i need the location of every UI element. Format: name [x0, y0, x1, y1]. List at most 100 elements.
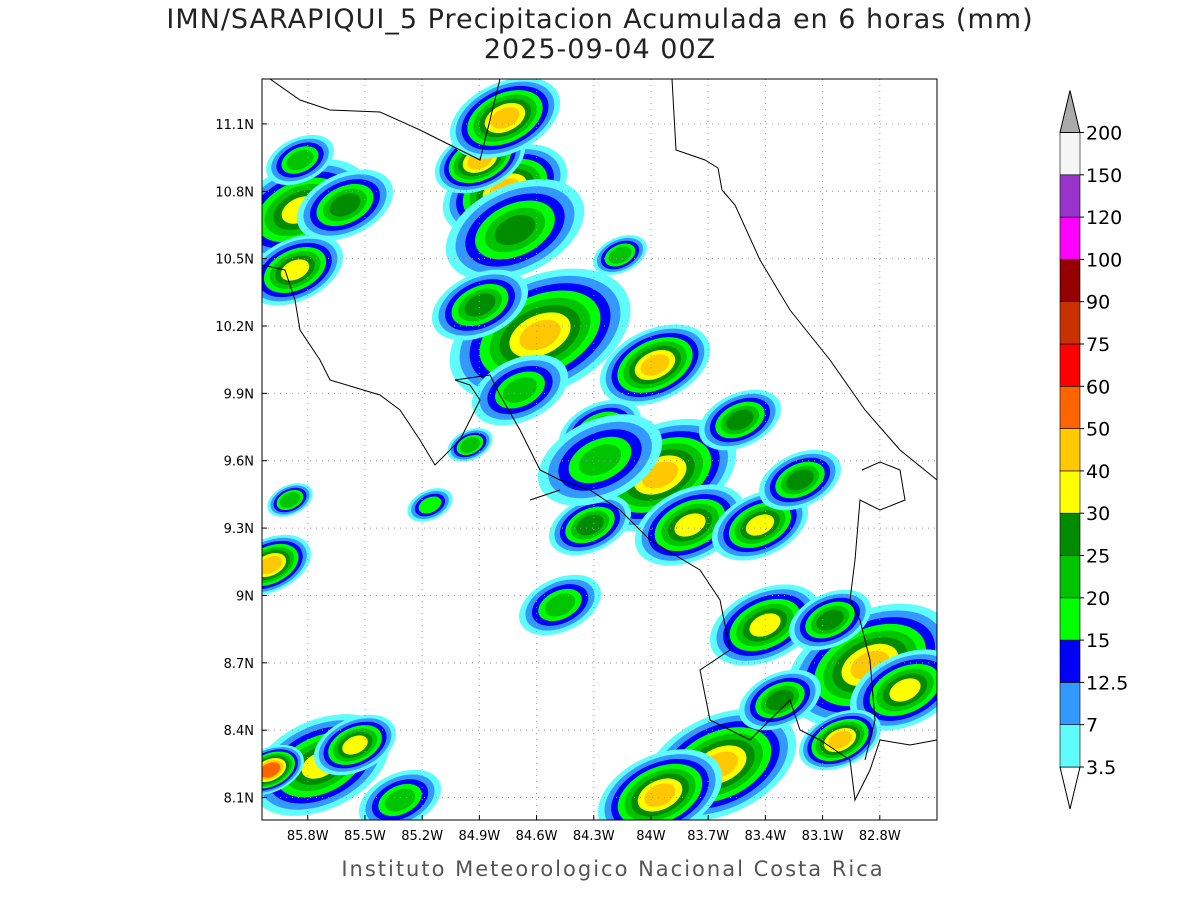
y-tick-label: 8.4N	[224, 724, 254, 739]
y-tick-label: 10.5N	[215, 253, 254, 268]
rain-contour	[745, 514, 775, 536]
y-tick-label: 9N	[236, 589, 254, 604]
colorbar-label: 7	[1086, 715, 1098, 737]
colorbar-swatch	[1059, 132, 1081, 176]
caribbean-coast	[671, 79, 937, 481]
rain-cell	[266, 134, 334, 186]
x-tick-label: 84W	[636, 829, 666, 844]
colorbar-swatch	[1059, 639, 1081, 683]
rain-cell	[449, 79, 561, 159]
rain-contour	[262, 556, 282, 574]
rain-contour	[640, 354, 670, 376]
rain-cell	[519, 574, 601, 636]
colorbar-label: 60	[1086, 376, 1110, 398]
rain-cell	[471, 354, 569, 426]
rain-cell	[549, 494, 631, 556]
colorbar-label: 100	[1086, 249, 1122, 271]
colorbar-swatch	[1059, 174, 1081, 218]
rain-cell	[445, 179, 585, 281]
y-tick-label: 9.6N	[224, 455, 254, 470]
colorbar-swatch	[1059, 385, 1081, 429]
rain-cell	[759, 449, 841, 511]
colorbar-swatch	[1059, 597, 1081, 641]
rain-contour	[464, 293, 496, 317]
colorbar-label: 90	[1086, 292, 1110, 314]
rain-contour	[608, 246, 632, 264]
y-tick-label: 10.8N	[215, 185, 254, 200]
footer: Instituto Meteorologico Nacional Costa R…	[341, 857, 884, 881]
rain-cell	[699, 389, 781, 451]
x-tick-label: 83.7W	[687, 829, 729, 844]
colorbar-swatch	[1059, 512, 1081, 556]
rain-cell	[593, 235, 647, 275]
colorbar-swatch	[1059, 470, 1081, 514]
rain-cell	[407, 488, 453, 522]
rain-contour	[459, 437, 481, 453]
pacific-coast	[262, 79, 937, 802]
rain-cell	[789, 589, 871, 651]
rain-contour	[329, 193, 361, 217]
rain-contour	[280, 259, 310, 281]
rain-contour	[279, 492, 301, 508]
map-frame	[261, 78, 938, 821]
rain-cell	[599, 324, 711, 406]
rain-cell	[262, 744, 304, 796]
rain-cell	[359, 769, 441, 820]
rain-contour	[286, 149, 314, 171]
colorbar-label: 75	[1086, 334, 1110, 356]
rain-contour	[889, 678, 921, 702]
rain-contour	[786, 469, 814, 491]
x-tick-label: 83.4W	[744, 829, 786, 844]
rain-contour	[494, 214, 536, 246]
y-tick-label: 8.7N	[224, 657, 254, 672]
colorbar-swatch	[1059, 216, 1081, 260]
colorbar-swatch	[1059, 343, 1081, 387]
rain-contour	[490, 107, 520, 129]
colorbar-label: 150	[1086, 165, 1122, 187]
colorbar-label: 25	[1086, 546, 1110, 568]
rain-contour	[576, 514, 604, 536]
y-tick-label: 10.2N	[215, 320, 254, 335]
coastlines	[262, 79, 937, 802]
title: IMN/SARAPIQUI_5 Precipitacion Acumulada …	[166, 4, 1033, 35]
rain-contour	[502, 377, 538, 403]
colorbar-arrow-high	[1059, 90, 1081, 133]
colorbar-label: 15	[1086, 630, 1110, 652]
rain-contour	[544, 593, 576, 617]
rain-contour	[384, 788, 416, 812]
rain-contour	[726, 409, 754, 431]
x-tick-label: 84.9W	[458, 829, 500, 844]
colorbar-label: 30	[1086, 503, 1110, 525]
subtitle: 2025-09-04 00Z	[484, 34, 716, 65]
rain-cell	[262, 534, 311, 596]
rain-cell	[739, 669, 821, 731]
rain-contour	[766, 689, 794, 711]
colorbar-swatch	[1059, 301, 1081, 345]
rain-cell	[296, 169, 394, 241]
colorbar-label: 50	[1086, 419, 1110, 441]
y-tick-label: 9.9N	[224, 387, 254, 402]
rain-cell	[849, 649, 937, 731]
precipitation-field	[262, 79, 937, 820]
x-tick-label: 84.3W	[573, 829, 615, 844]
y-tick-label: 8.1N	[224, 792, 254, 807]
colorbar-swatch	[1059, 259, 1081, 302]
x-tick-label: 85.8W	[287, 829, 329, 844]
colorbar-arrow-low	[1059, 766, 1081, 810]
x-tick-label: 82.8W	[859, 829, 901, 844]
rain-cell	[431, 269, 529, 341]
x-tick-label: 85.5W	[344, 829, 386, 844]
border	[529, 461, 906, 761]
rain-contour	[828, 731, 852, 749]
x-tick-label: 84.6W	[516, 829, 558, 844]
colorbar-label: 200	[1086, 123, 1122, 145]
rain-cell	[597, 749, 723, 820]
axis-labels: 85.8W 85.5W 85.2W 84.9W 84.6W 84.3W 84W 83.7W 83…	[215, 118, 901, 844]
colorbar-swatch	[1059, 724, 1081, 768]
colorbar-label: 120	[1086, 207, 1122, 229]
rain-contour	[644, 783, 676, 807]
rain-contour	[418, 496, 442, 514]
y-tick-label: 11.1N	[215, 118, 254, 133]
rain-contour	[578, 444, 622, 476]
